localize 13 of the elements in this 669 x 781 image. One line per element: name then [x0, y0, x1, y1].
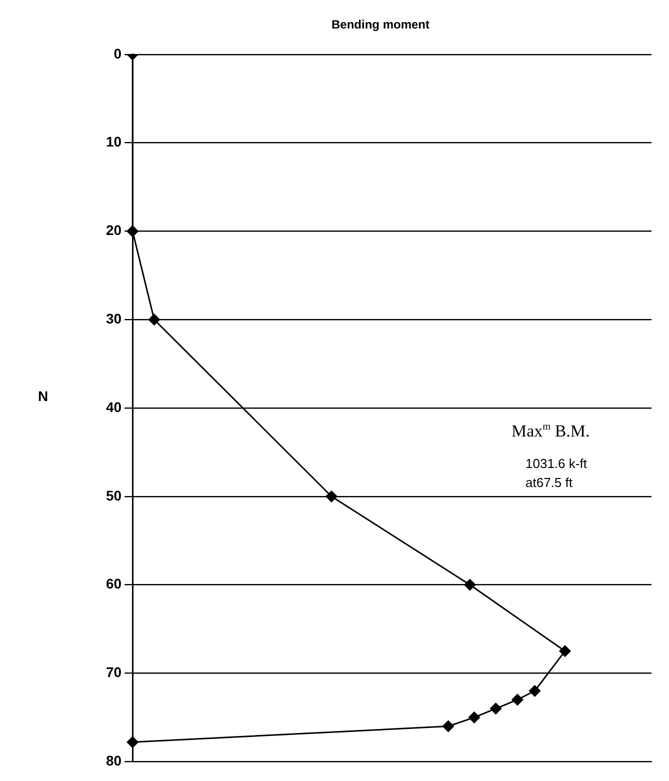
annotation: 1031.6 k-ft [526, 456, 588, 472]
annotation: at67.5 ft [526, 475, 573, 490]
y-tick-label: 30 [106, 310, 122, 326]
y-tick-label: 70 [106, 664, 122, 680]
y-tick-label: 40 [106, 398, 122, 415]
y-tick-label: 50 [106, 487, 122, 504]
y-axis-title: N [38, 388, 48, 404]
y-tick-label: 0 [114, 45, 122, 62]
y-tick-label: 60 [106, 576, 122, 592]
y-tick-label: 10 [106, 134, 122, 150]
chart-title: Bending moment [332, 18, 430, 32]
y-tick-label: 20 [106, 222, 122, 238]
y-tick-label: 80 [106, 752, 122, 768]
